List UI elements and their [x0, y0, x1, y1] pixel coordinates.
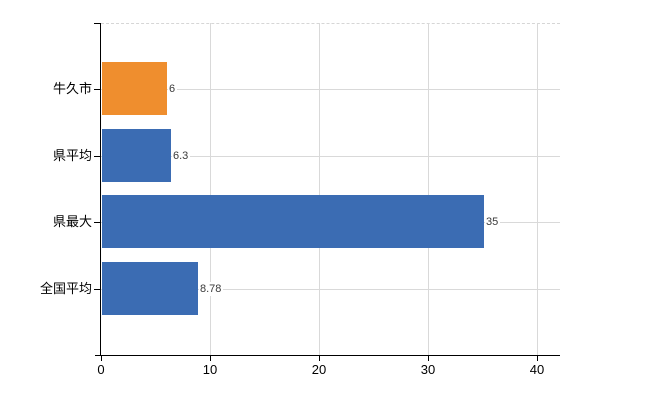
y-axis-line	[100, 23, 101, 355]
bar	[102, 129, 171, 182]
bar-value-label: 35	[485, 215, 501, 229]
x-tick-label: 20	[311, 362, 327, 377]
x-tick-label: 0	[97, 362, 105, 377]
bar-value-label: 6	[168, 82, 178, 96]
x-axis-tick	[101, 355, 102, 361]
gridline-horizontal	[101, 156, 560, 157]
x-axis-tick	[319, 355, 320, 361]
x-axis-tick	[210, 355, 211, 361]
x-axis-tick	[537, 355, 538, 361]
plot-top-border	[101, 23, 560, 24]
gridline-vertical	[537, 23, 538, 355]
category-label: 県平均	[52, 148, 92, 163]
bar	[102, 195, 484, 248]
y-axis-category-tick	[94, 289, 101, 290]
x-axis-line	[95, 355, 560, 356]
bar	[102, 62, 167, 115]
y-axis-top-tick	[94, 23, 101, 24]
gridline-vertical	[210, 23, 211, 355]
bar-value-label: 6.3	[172, 149, 191, 163]
gridline-horizontal	[101, 89, 560, 90]
category-label: 全国平均	[39, 281, 92, 296]
gridline-vertical	[428, 23, 429, 355]
y-axis-category-tick	[94, 89, 101, 90]
y-axis-category-tick	[94, 156, 101, 157]
x-tick-label: 30	[420, 362, 436, 377]
x-tick-label: 40	[529, 362, 545, 377]
category-label: 牛久市	[52, 81, 92, 96]
gridline-vertical	[319, 23, 320, 355]
bar-value-label: 8.78	[199, 282, 224, 296]
x-tick-label: 10	[202, 362, 218, 377]
bar	[102, 262, 198, 315]
category-label: 県最大	[52, 214, 92, 229]
x-axis-tick	[428, 355, 429, 361]
gridline-horizontal	[101, 289, 560, 290]
y-axis-category-tick	[94, 222, 101, 223]
